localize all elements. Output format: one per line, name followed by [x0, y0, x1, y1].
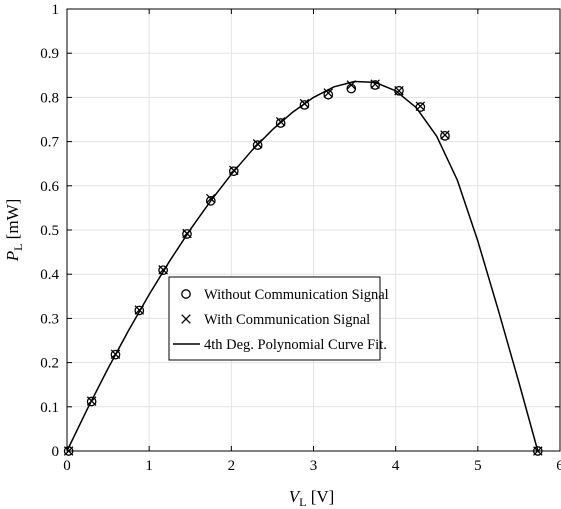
x-tick-label: 3: [310, 458, 318, 474]
legend-label: 4th Deg. Polynomial Curve Fit.: [204, 337, 387, 353]
legend-label: Without Communication Signal: [204, 287, 389, 303]
x-axis-label-sub: L: [299, 495, 306, 509]
y-tick-label: 0.2: [40, 356, 59, 372]
x-tick-label: 2: [228, 458, 236, 474]
y-tick-label: 0.3: [40, 311, 59, 327]
x-axis-label-unit: [V]: [306, 487, 334, 506]
x-marker: [111, 350, 120, 359]
legend-label: With Communication Signal: [204, 312, 370, 328]
y-axis-label-sub: L: [11, 244, 25, 251]
legend: Without Communication Signal With Communi…: [169, 277, 389, 360]
y-tick-label: 0.9: [40, 46, 59, 62]
circle-marker: [300, 101, 308, 109]
x-tick-label: 0: [63, 458, 71, 474]
y-axis-label-unit: [mW]: [3, 199, 22, 244]
y-tick-label: 0: [52, 444, 60, 460]
y-tick-label: 0.1: [40, 400, 59, 416]
y-tick-label: 0.6: [40, 179, 59, 195]
curve-layer: [67, 81, 538, 451]
x-tick-label: 4: [392, 458, 400, 474]
x-marker: [183, 229, 192, 238]
y-tick-label: 1: [52, 2, 60, 18]
y-tick-label: 0.5: [40, 223, 59, 239]
marker-layer: [64, 80, 542, 455]
y-tick-label: 0.7: [40, 135, 59, 151]
y-axis-label: PL [mW]: [3, 199, 25, 263]
x-axis-label: VL [V]: [289, 487, 335, 509]
x-tick-label: 5: [474, 458, 482, 474]
y-tick-label: 0.8: [40, 90, 59, 106]
x-tick-label: 6: [556, 458, 561, 474]
grid: [67, 9, 560, 451]
y-tick-label: 0.4: [40, 267, 59, 283]
x-tick-label: 1: [145, 458, 153, 474]
y-axis-label-main: P: [3, 251, 22, 262]
x-marker: [87, 397, 96, 406]
tick-layer: 0 1 2 3 4 5 6 0 0.1 0.2 0.3 0.4 0.5 0.6 0.7 0.8 0.9 1: [40, 2, 561, 474]
fit-curve: [67, 81, 538, 451]
